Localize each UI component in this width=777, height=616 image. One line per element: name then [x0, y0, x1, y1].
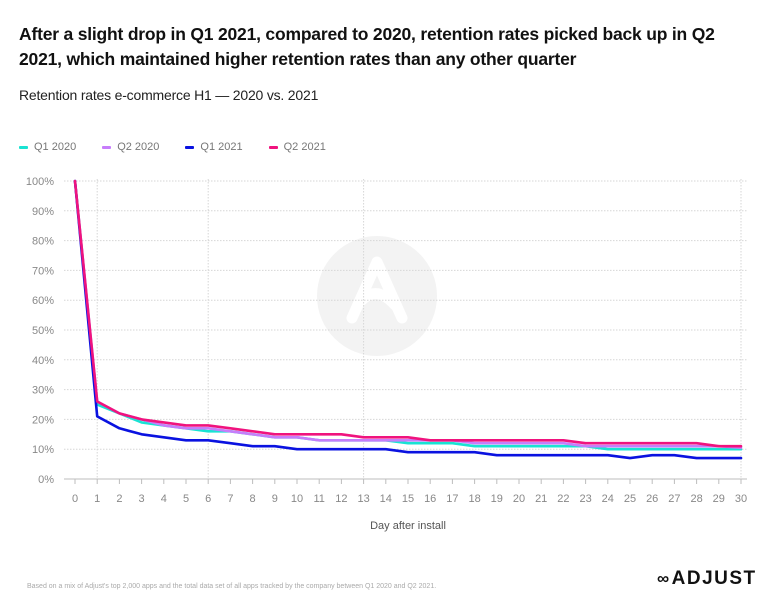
legend-swatch [185, 145, 195, 149]
x-tick-label: 6 [205, 493, 211, 505]
legend-label: Q1 2020 [34, 141, 77, 153]
x-tick-label: 22 [557, 493, 569, 505]
x-tick-label: 5 [183, 493, 189, 505]
y-tick-label: 60% [32, 295, 54, 307]
x-tick-label: 1 [94, 493, 100, 505]
legend: Q1 2020 Q2 2020 Q1 2021 Q2 2021 [19, 141, 326, 153]
x-tick-label: 0 [72, 493, 78, 505]
x-tick-label: 10 [291, 493, 303, 505]
x-tick-label: 27 [668, 493, 680, 505]
series-line-q2-2021 [73, 179, 743, 448]
y-tick-label: 0% [38, 474, 54, 486]
adjust-watermark-icon [317, 236, 437, 356]
x-tick-label: 20 [513, 493, 525, 505]
legend-item-q1-2021[interactable]: Q1 2021 [185, 141, 243, 153]
x-tick-label: 30 [735, 493, 747, 505]
x-tick-label: 14 [380, 493, 392, 505]
y-tick-label: 50% [32, 325, 54, 337]
y-tick-label: 70% [32, 265, 54, 277]
x-tick-label: 12 [335, 493, 347, 505]
x-tick-label: 21 [535, 493, 547, 505]
legend-item-q1-2020[interactable]: Q1 2020 [19, 141, 76, 153]
x-tick-label: 29 [713, 493, 725, 505]
legend-item-q2-2021[interactable]: Q2 2021 [268, 141, 326, 153]
legend-label: Q2 2020 [117, 141, 160, 153]
y-tick-label: 30% [32, 385, 54, 397]
logo-text: ADJUST [671, 568, 757, 589]
chart-subtitle: Retention rates e-commerce H1 — 2020 vs.… [19, 87, 319, 103]
series-line-q2-2020 [73, 179, 743, 450]
legend-label: Q1 2021 [200, 141, 243, 153]
x-tick-label: 3 [139, 493, 145, 505]
x-tick-label: 28 [690, 493, 702, 505]
x-tick-label: 24 [602, 493, 614, 505]
x-tick-label: 26 [646, 493, 658, 505]
series-line-q1-2021 [73, 179, 743, 460]
x-tick-label: 2 [116, 493, 122, 505]
y-tick-label: 10% [32, 444, 54, 456]
x-tick-label: 16 [424, 493, 436, 505]
x-tick-label: 7 [227, 493, 233, 505]
axes: 0%10%20%30%40%50%60%70%80%90%100%0 1 2 3 4 5 6… [26, 176, 747, 505]
x-tick-label: 17 [446, 493, 458, 505]
legend-swatch [19, 145, 28, 149]
y-tick-label: 40% [32, 355, 54, 367]
x-tick-label: 18 [468, 493, 480, 505]
x-tick-label: 8 [250, 493, 256, 505]
legend-label: Q2 2021 [283, 141, 326, 153]
y-tick-label: 80% [32, 236, 54, 248]
x-tick-label: 9 [272, 493, 278, 505]
x-tick-label: 11 [313, 493, 324, 505]
x-tick-label: 13 [357, 493, 369, 505]
y-tick-label: 20% [32, 414, 54, 426]
x-tick-label: 4 [161, 493, 167, 505]
y-tick-label: 100% [26, 176, 54, 188]
x-tick-label: 19 [491, 493, 503, 505]
series-lines [73, 179, 743, 460]
legend-swatch [102, 145, 112, 149]
y-tick-label: 90% [32, 206, 54, 218]
x-tick-label: 23 [579, 493, 591, 505]
adjust-logo-icon: ∞ [657, 569, 671, 588]
x-axis-label: Day after install [370, 520, 446, 532]
x-tick-label: 25 [624, 493, 636, 505]
adjust-logo: ∞ ADJUST [657, 568, 757, 590]
footnote: Based on a mix of Adjust's top 2,000 app… [27, 583, 437, 590]
legend-swatch [268, 145, 278, 149]
legend-item-q2-2020[interactable]: Q2 2020 [102, 141, 159, 153]
x-tick-label: 15 [402, 493, 414, 505]
chart-title: After a slight drop in Q1 2021, compared… [19, 24, 715, 69]
